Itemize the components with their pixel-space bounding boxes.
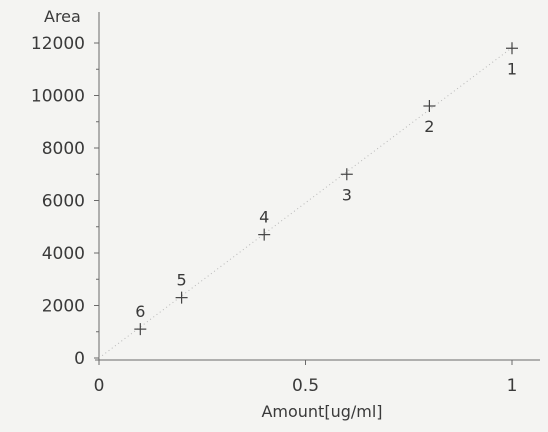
data-point: 2 bbox=[423, 100, 436, 136]
point-label: 2 bbox=[424, 117, 434, 136]
x-tick-label: 1 bbox=[507, 376, 518, 396]
data-point: 4 bbox=[258, 208, 271, 241]
point-label: 3 bbox=[342, 185, 352, 204]
data-point: 1 bbox=[506, 42, 518, 78]
x-axis-label: Amount[ug/ml] bbox=[261, 402, 382, 421]
y-axis-label: Area bbox=[44, 7, 81, 26]
x-tick-label: 0 bbox=[94, 376, 105, 396]
data-point: 6 bbox=[134, 302, 147, 336]
point-label: 4 bbox=[259, 208, 269, 227]
y-tick-label: 8000 bbox=[42, 139, 85, 159]
data-point: 3 bbox=[340, 168, 353, 204]
y-tick-label: 0 bbox=[74, 349, 85, 369]
y-tick-label: 2000 bbox=[42, 297, 85, 317]
y-tick-label: 4000 bbox=[42, 244, 85, 264]
y-tick-label: 6000 bbox=[42, 192, 85, 212]
y-ticks-group: 0 2000 4000 6000 8000 10000 12000 bbox=[31, 34, 99, 369]
points-group: 1 2 3 4 5 6 bbox=[134, 42, 518, 336]
point-label: 5 bbox=[177, 271, 187, 290]
axes-group bbox=[95, 12, 540, 362]
y-tick-label: 12000 bbox=[31, 34, 85, 54]
point-label: 1 bbox=[507, 59, 517, 78]
x-tick-label: 0.5 bbox=[292, 376, 319, 396]
y-tick-label: 10000 bbox=[31, 87, 85, 107]
point-label: 6 bbox=[135, 302, 145, 321]
x-ticks-group: 0 0.5 1 bbox=[94, 360, 518, 396]
data-point: 5 bbox=[175, 271, 188, 304]
